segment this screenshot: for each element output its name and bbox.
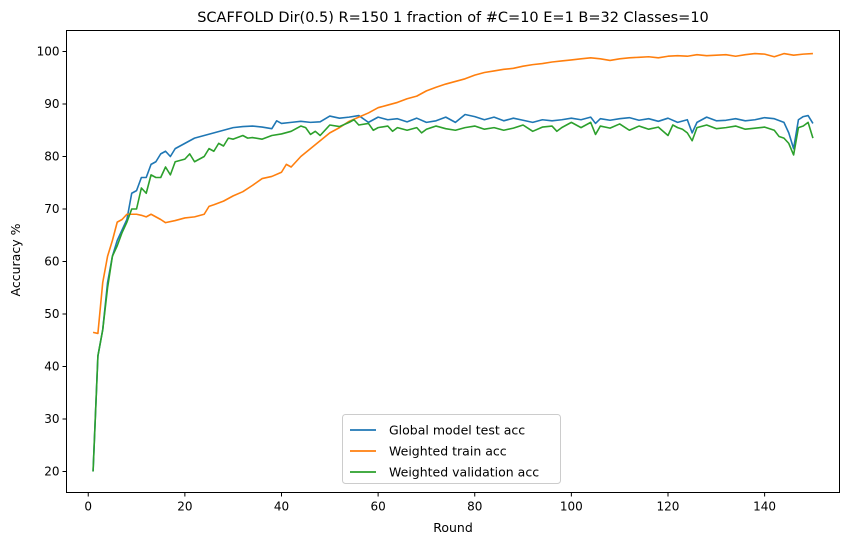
- x-tick-label: 0: [84, 500, 92, 514]
- y-tick-label: 40: [44, 360, 59, 374]
- x-axis-ticks: 0 20 40 60 80 100 120 140: [84, 492, 776, 514]
- legend-label: Weighted train acc: [389, 444, 507, 459]
- series-line-weighted-validation-acc: [92, 118, 814, 472]
- series-lines: [92, 52, 814, 472]
- x-tick-label: 60: [370, 500, 385, 514]
- series-line-global-model-test-acc: [92, 113, 814, 472]
- x-tick-label: 120: [657, 500, 680, 514]
- y-axis-label: Accuracy %: [8, 223, 23, 296]
- y-tick-label: 70: [44, 202, 59, 216]
- x-tick-label: 140: [753, 500, 776, 514]
- legend-label: Global model test acc: [389, 423, 525, 438]
- x-tick-label: 40: [274, 500, 289, 514]
- y-tick-label: 60: [44, 255, 59, 269]
- x-tick-label: 80: [467, 500, 482, 514]
- legend-box: [342, 414, 561, 484]
- x-tick-label: 20: [177, 500, 192, 514]
- chart-title: SCAFFOLD Dir(0.5) R=150 1 fraction of #C…: [197, 10, 709, 26]
- y-tick-label: 50: [44, 307, 59, 321]
- y-tick-label: 20: [44, 465, 59, 479]
- y-tick-label: 90: [44, 97, 59, 111]
- x-axis-label: Round: [433, 520, 473, 535]
- series-line-weighted-train-acc: [92, 52, 813, 335]
- x-tick-label: 100: [560, 500, 583, 514]
- legend: Global model test acc Weighted train acc W…: [342, 414, 561, 484]
- plot-frame: [66, 30, 840, 493]
- y-tick-label: 30: [44, 412, 59, 426]
- y-tick-label: 100: [37, 45, 60, 59]
- legend-label: Weighted validation acc: [389, 465, 539, 480]
- y-axis-ticks: 20 30 40 50 60 70 80 90 100: [37, 45, 67, 479]
- y-tick-label: 80: [44, 150, 59, 164]
